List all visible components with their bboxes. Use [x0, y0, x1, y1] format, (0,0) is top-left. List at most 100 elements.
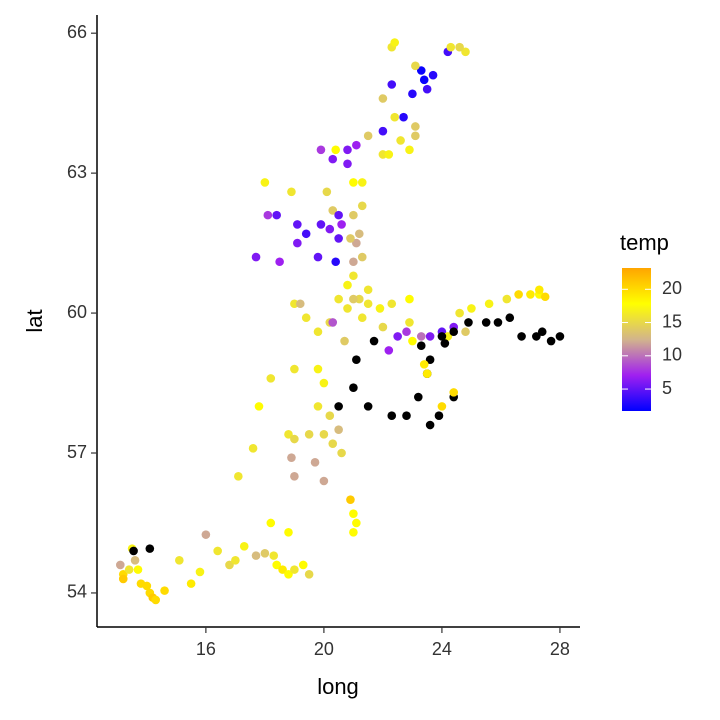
x-tick-label: 28: [550, 639, 570, 659]
point: [349, 271, 358, 281]
y-tick-label: 57: [67, 442, 87, 462]
point: [434, 411, 444, 420]
point: [387, 80, 397, 89]
point: [234, 472, 243, 481]
point: [349, 178, 358, 187]
point: [145, 544, 155, 553]
point: [343, 304, 352, 313]
point: [399, 112, 408, 122]
y-axis-title: lat: [22, 309, 47, 332]
point: [526, 290, 535, 299]
point: [414, 392, 423, 402]
point: [390, 38, 400, 47]
point: [301, 229, 311, 239]
point: [446, 42, 456, 52]
point: [295, 299, 305, 309]
point: [514, 290, 523, 299]
point: [325, 224, 335, 234]
point: [378, 322, 388, 332]
point: [160, 586, 169, 595]
point: [437, 332, 447, 341]
point: [387, 299, 397, 309]
point: [363, 299, 373, 309]
point: [422, 369, 432, 379]
color-bar: [622, 268, 651, 411]
legend-tick-label: 5: [662, 378, 672, 398]
point: [343, 280, 352, 290]
point: [363, 402, 373, 411]
point: [505, 313, 515, 323]
point: [346, 495, 355, 504]
point: [331, 257, 340, 267]
point: [396, 136, 405, 145]
point: [455, 42, 464, 52]
point: [387, 411, 397, 420]
point: [313, 364, 323, 374]
point: [437, 402, 447, 411]
point: [266, 518, 276, 528]
point: [517, 332, 526, 341]
point: [251, 551, 261, 560]
point: [384, 150, 394, 159]
point: [555, 332, 565, 341]
point: [378, 94, 388, 103]
point: [231, 555, 240, 565]
point: [201, 530, 211, 539]
point: [248, 444, 258, 453]
point: [298, 560, 308, 570]
legend-tick-label: 20: [662, 278, 682, 298]
x-tick-label: 24: [432, 639, 452, 659]
point: [275, 257, 284, 267]
point: [532, 332, 541, 341]
point: [319, 476, 329, 486]
y-tick-label: 66: [67, 22, 87, 42]
point: [416, 332, 426, 341]
point: [355, 294, 364, 304]
x-axis-title: long: [317, 674, 359, 699]
point: [251, 252, 261, 262]
y-tick-label: 54: [67, 582, 87, 602]
point: [284, 528, 293, 537]
point: [313, 402, 323, 411]
point: [425, 420, 435, 430]
point: [352, 238, 361, 248]
point: [334, 294, 343, 304]
point: [290, 472, 299, 481]
point: [319, 430, 329, 439]
point: [328, 154, 338, 164]
point: [269, 551, 279, 560]
point: [287, 187, 296, 197]
point: [130, 555, 140, 565]
point: [464, 318, 473, 327]
point: [408, 89, 417, 99]
point: [378, 150, 388, 159]
point: [352, 355, 361, 365]
point: [405, 318, 414, 327]
point: [278, 565, 287, 574]
point: [357, 252, 367, 262]
point: [352, 518, 361, 528]
point: [352, 140, 361, 150]
point: [254, 402, 264, 411]
point: [331, 145, 340, 155]
point: [440, 339, 450, 348]
point: [328, 318, 338, 327]
point: [301, 313, 311, 323]
point: [422, 84, 432, 94]
point: [263, 210, 273, 220]
point: [419, 75, 429, 85]
point: [484, 299, 494, 309]
point: [175, 555, 184, 565]
point: [467, 304, 476, 313]
point: [393, 332, 402, 341]
point: [260, 548, 270, 558]
point: [225, 560, 234, 570]
point: [310, 458, 320, 467]
point: [369, 336, 379, 346]
point: [284, 430, 293, 439]
point: [304, 430, 314, 439]
point: [357, 178, 367, 187]
legend-tick-label: 15: [662, 311, 682, 331]
point: [186, 579, 196, 588]
